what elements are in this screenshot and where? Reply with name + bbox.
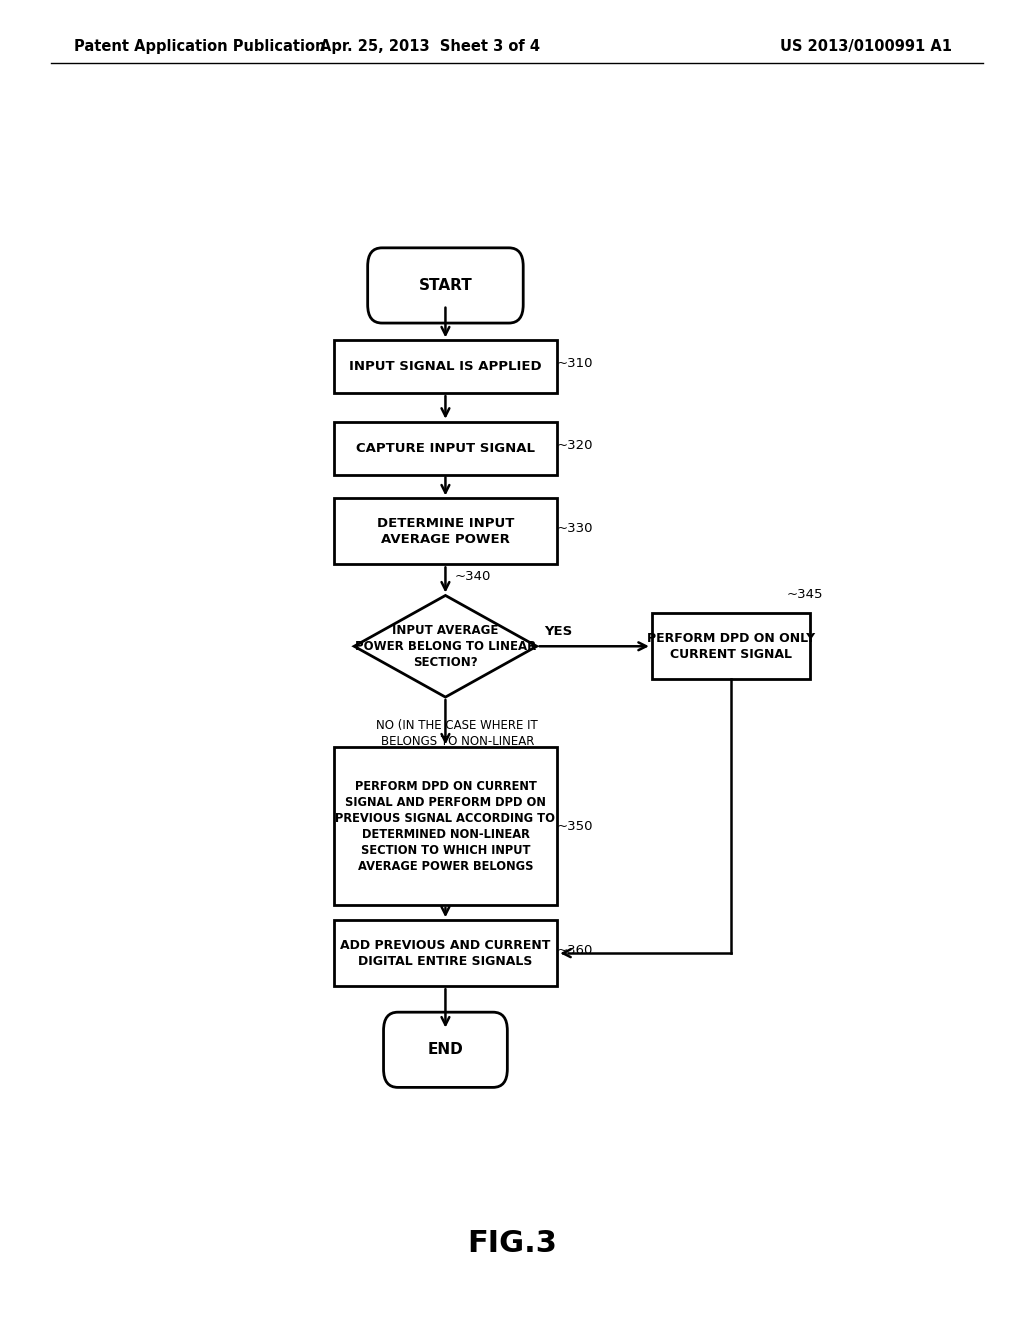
- Bar: [334, 747, 557, 906]
- Text: ADD PREVIOUS AND CURRENT
DIGITAL ENTIRE SIGNALS: ADD PREVIOUS AND CURRENT DIGITAL ENTIRE …: [340, 939, 551, 968]
- Text: ~360: ~360: [557, 944, 593, 957]
- Bar: [334, 920, 557, 986]
- FancyBboxPatch shape: [368, 248, 523, 323]
- Polygon shape: [354, 595, 537, 697]
- Text: START: START: [419, 279, 472, 293]
- Bar: [334, 499, 557, 565]
- Text: ~330: ~330: [557, 521, 593, 535]
- Bar: [652, 614, 811, 680]
- Text: ~350: ~350: [557, 820, 593, 833]
- Text: CAPTURE INPUT SIGNAL: CAPTURE INPUT SIGNAL: [356, 442, 535, 454]
- Text: US 2013/0100991 A1: US 2013/0100991 A1: [780, 38, 952, 54]
- Text: INPUT AVERAGE
POWER BELONG TO LINEAR
SECTION?: INPUT AVERAGE POWER BELONG TO LINEAR SEC…: [354, 624, 537, 669]
- Text: Patent Application Publication: Patent Application Publication: [74, 38, 326, 54]
- Text: END: END: [428, 1043, 463, 1057]
- Text: ~310: ~310: [557, 358, 593, 370]
- Text: INPUT SIGNAL IS APPLIED: INPUT SIGNAL IS APPLIED: [349, 360, 542, 374]
- Text: YES: YES: [545, 626, 572, 638]
- Text: FIG.3: FIG.3: [467, 1229, 557, 1258]
- Text: ~320: ~320: [557, 438, 593, 451]
- Text: PERFORM DPD ON ONLY
CURRENT SIGNAL: PERFORM DPD ON ONLY CURRENT SIGNAL: [647, 632, 815, 661]
- Bar: [334, 421, 557, 474]
- Text: Apr. 25, 2013  Sheet 3 of 4: Apr. 25, 2013 Sheet 3 of 4: [321, 38, 540, 54]
- Text: NO (IN THE CASE WHERE IT
BELONGS TO NON-LINEAR
SECTION): NO (IN THE CASE WHERE IT BELONGS TO NON-…: [377, 719, 539, 764]
- Text: DETERMINE INPUT
AVERAGE POWER: DETERMINE INPUT AVERAGE POWER: [377, 517, 514, 546]
- Text: PERFORM DPD ON CURRENT
SIGNAL AND PERFORM DPD ON
PREVIOUS SIGNAL ACCORDING TO
DE: PERFORM DPD ON CURRENT SIGNAL AND PERFOR…: [336, 780, 555, 873]
- Bar: [334, 341, 557, 393]
- FancyBboxPatch shape: [384, 1012, 507, 1088]
- Text: ~345: ~345: [786, 587, 823, 601]
- Text: ~340: ~340: [455, 570, 492, 583]
